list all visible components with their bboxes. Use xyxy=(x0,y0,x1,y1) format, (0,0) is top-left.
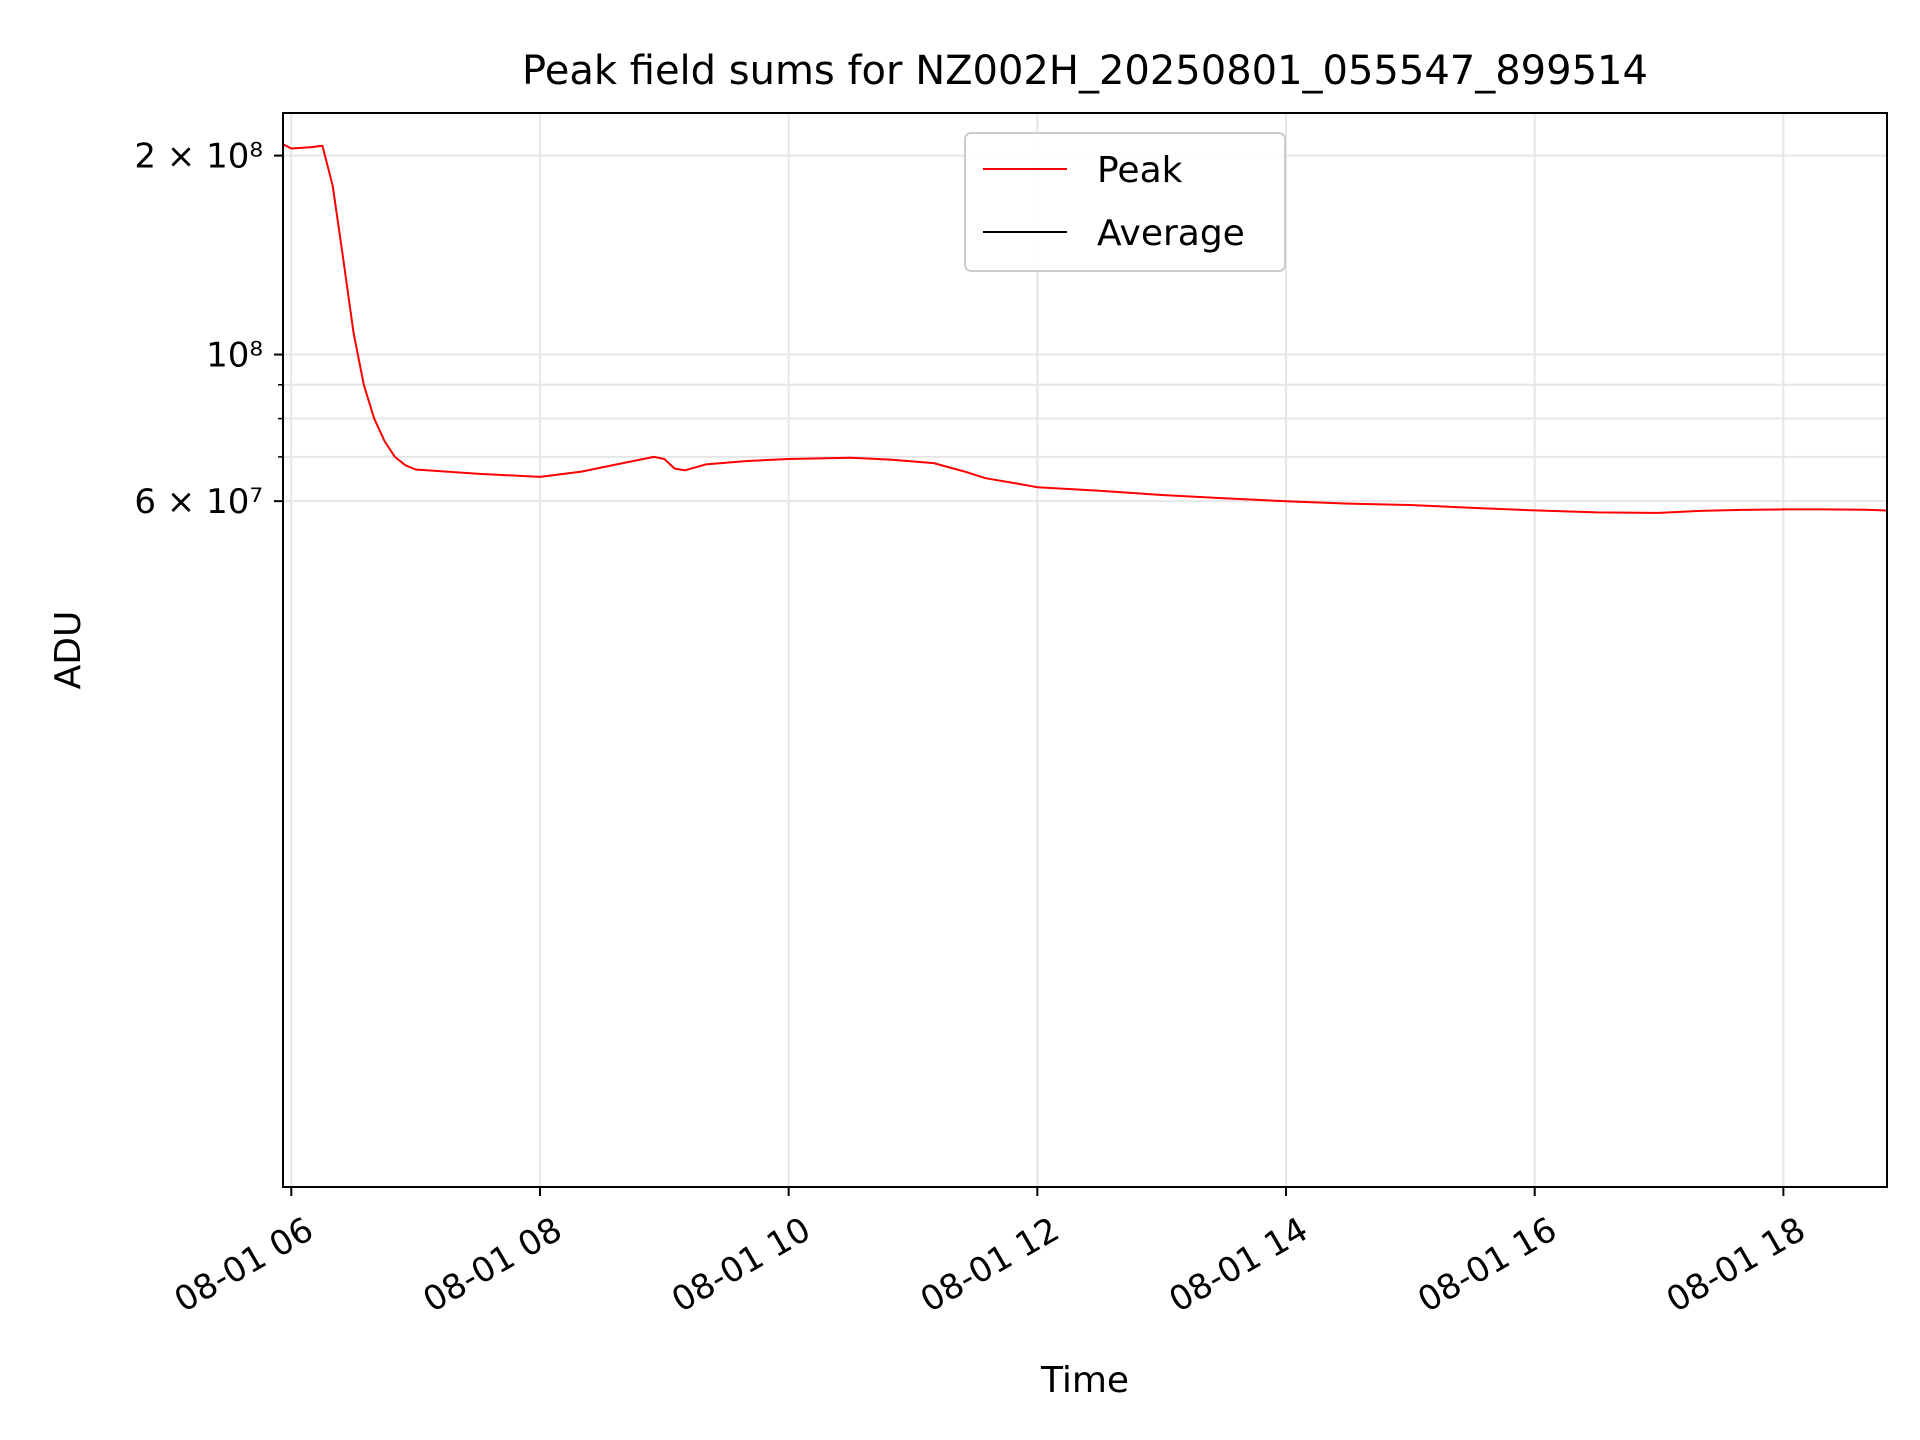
series-line-peak xyxy=(283,143,1887,514)
chart-title: Peak field sums for NZ002H_20250801_0555… xyxy=(522,48,1648,94)
plot-series xyxy=(283,143,1887,514)
legend: Peak Average xyxy=(964,132,1286,272)
plot-frame xyxy=(282,112,1888,1188)
x-tick-label: 08-01 08 xyxy=(416,1210,568,1321)
legend-label-average: Average xyxy=(1097,213,1245,254)
x-tick-label: 08-01 14 xyxy=(1163,1210,1315,1321)
y-tick-label: 10⁸ xyxy=(206,336,263,376)
y-tick-label: 6 × 10⁷ xyxy=(134,482,263,522)
legend-box xyxy=(964,132,1286,272)
y-axis-label: ADU xyxy=(48,611,89,690)
x-tick-label: 08-01 12 xyxy=(914,1210,1066,1321)
grid xyxy=(283,113,1887,1187)
x-tick-label: 08-01 06 xyxy=(168,1210,320,1321)
x-tick-label: 08-01 10 xyxy=(665,1210,817,1321)
x-tick-label: 08-01 18 xyxy=(1660,1210,1812,1321)
x-axis-label: Time xyxy=(1040,1360,1129,1401)
x-tick-label: 08-01 16 xyxy=(1411,1210,1563,1321)
y-tick-label: 2 × 10⁸ xyxy=(134,137,263,177)
legend-label-peak: Peak xyxy=(1097,150,1183,191)
